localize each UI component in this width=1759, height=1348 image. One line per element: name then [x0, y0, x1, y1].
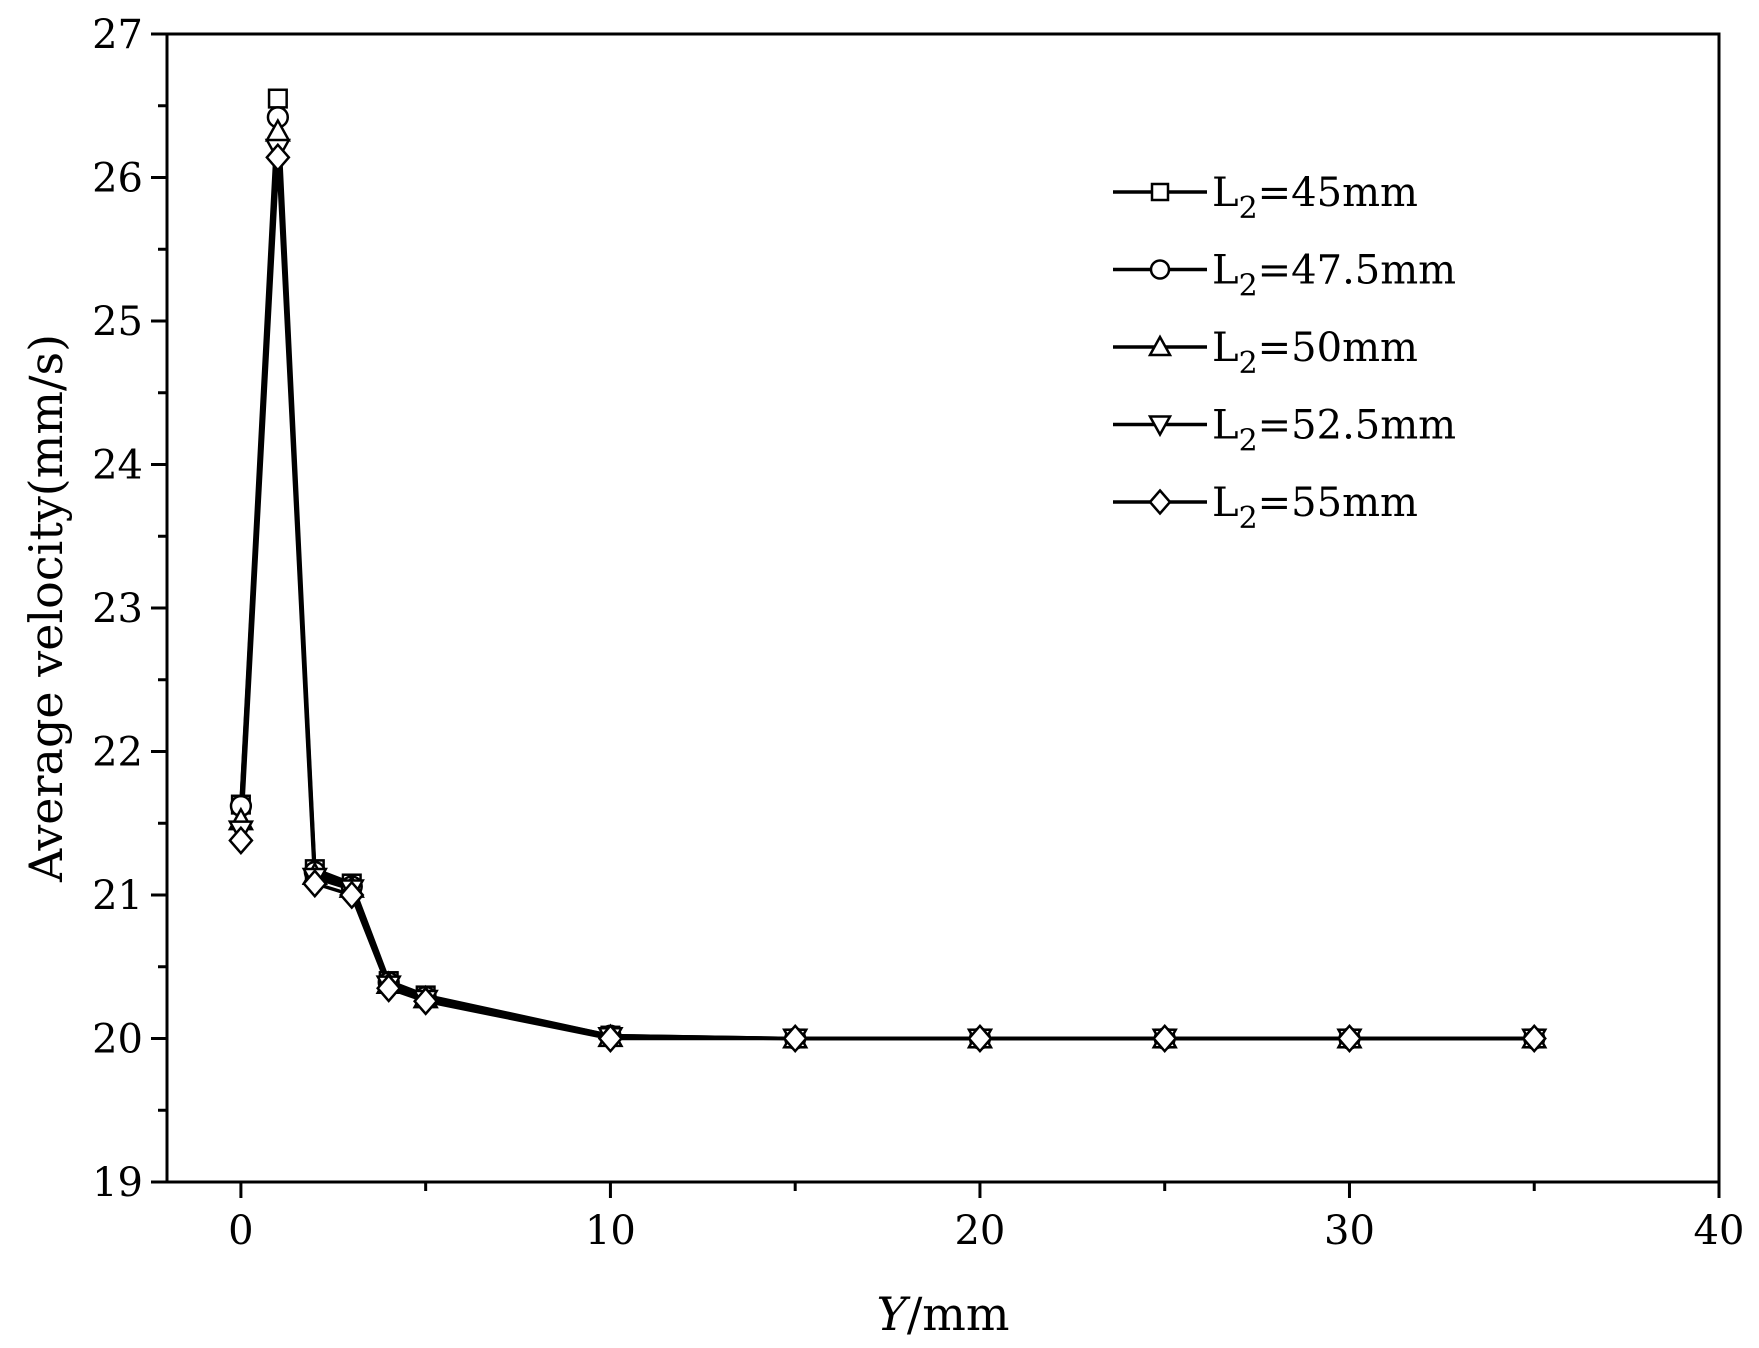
y-axis-title: Average velocity(mm/s): [19, 334, 73, 883]
series-5-point: [265, 142, 291, 172]
y-tick-label: 23: [92, 586, 143, 632]
series-5-point: [782, 1023, 808, 1054]
x-axis-title-unit: /mm: [907, 1287, 1010, 1341]
plot-lines: [239, 96, 1535, 1041]
series-5-point: [302, 868, 328, 899]
y-tick-label: 21: [92, 873, 143, 919]
y-tick-label: 20: [92, 1017, 143, 1063]
series-5-point: [1152, 1023, 1178, 1054]
y-axis-ticks: 19 20 21 22 23 24 25 26 27: [92, 12, 167, 1206]
series-5-point: [413, 986, 439, 1016]
x-tick-label: 20: [954, 1208, 1005, 1254]
series-5-point: [339, 880, 365, 910]
legend-marker-3: [1147, 334, 1173, 357]
legend-label-5: L2=55mm: [1212, 480, 1418, 536]
legend-marker-4: [1147, 415, 1173, 438]
series-line-5: [239, 155, 1535, 1041]
y-tick-label: 22: [92, 730, 143, 776]
y-tick-label: 27: [92, 12, 143, 58]
x-tick-label: 0: [228, 1208, 253, 1254]
legend-marker-2: [1149, 259, 1171, 280]
y-tick-label: 19: [92, 1160, 143, 1206]
legend-label-3: L2=50mm: [1212, 325, 1418, 381]
series-5-point: [228, 825, 254, 856]
series-5-point: [376, 973, 402, 1003]
x-axis-title: Y/mm: [876, 1287, 1009, 1341]
legend-label-1: L2=45mm: [1212, 170, 1418, 226]
legend: L2=45mm L2=47.5mm L2=50mm L2=52.5mm L2=55mm: [1113, 170, 1456, 536]
y-tick-label: 26: [92, 156, 143, 202]
legend-label-2: L2=47.5mm: [1212, 248, 1456, 304]
x-tick-label: 10: [585, 1208, 636, 1254]
y-tick-label: 25: [92, 299, 143, 345]
series-5-point: [1521, 1023, 1547, 1054]
y-tick-label: 24: [92, 443, 143, 489]
x-tick-label: 30: [1324, 1208, 1375, 1254]
series-1-point: [267, 88, 288, 109]
plot-markers: [227, 88, 1548, 1054]
x-axis-title-italic: Y: [876, 1287, 911, 1341]
legend-label-4: L2=52.5mm: [1212, 403, 1456, 459]
x-axis-ticks: 0 10 20 30 40: [228, 1182, 1744, 1254]
series-5-point: [1336, 1023, 1363, 1054]
series-5-point: [597, 1023, 624, 1054]
legend-marker-1: [1150, 182, 1170, 202]
x-tick-label: 40: [1694, 1208, 1745, 1254]
series-5-point: [967, 1023, 993, 1054]
legend-marker-5: [1148, 488, 1172, 516]
